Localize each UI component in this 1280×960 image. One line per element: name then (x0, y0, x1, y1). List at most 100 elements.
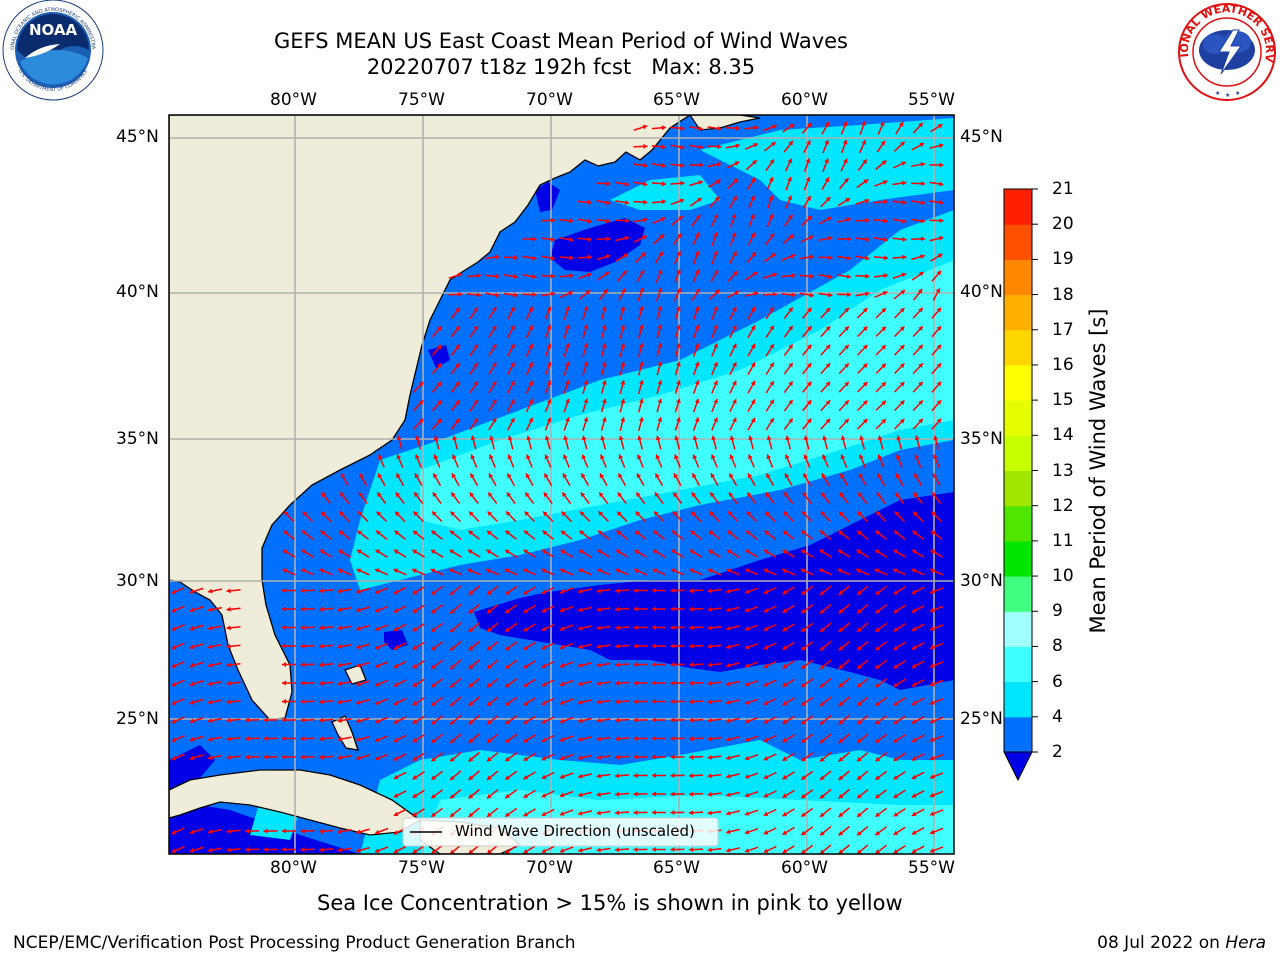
wind-wave-arrowhead (505, 682, 510, 688)
wind-wave-arrowhead (394, 530, 400, 536)
wind-wave-arrowhead (917, 289, 923, 294)
wind-wave-arrowhead (414, 492, 419, 498)
wind-wave-arrowhead (601, 417, 607, 422)
wind-wave-arrowhead (750, 306, 756, 312)
wind-wave-arrowhead (857, 720, 862, 725)
wind-wave-arrowhead (523, 682, 529, 687)
wind-wave-arrowhead (939, 162, 944, 168)
wind-wave-arrowhead (783, 511, 789, 517)
wind-wave-arrowhead (523, 626, 529, 632)
wind-wave-arrowhead (579, 549, 584, 555)
wind-wave-arrowhead (393, 663, 399, 669)
wind-wave-arrowhead (226, 717, 231, 723)
wind-wave-arrowhead (787, 158, 792, 164)
wind-wave-arrowhead (894, 511, 900, 517)
wind-wave-arrowhead (858, 473, 864, 479)
wind-wave-arrowhead (468, 701, 474, 706)
wind-wave-arrowhead (226, 828, 231, 834)
wind-wave-arrowhead (865, 255, 870, 261)
wind-wave-arrowhead (245, 717, 250, 723)
wind-wave-arrowhead (828, 292, 833, 298)
wind-wave-arrowhead (782, 811, 788, 817)
wind-wave-arrowhead (523, 774, 529, 780)
wind-wave-arrowhead (393, 645, 399, 650)
wind-wave-arrowhead (689, 791, 694, 797)
wind-wave-arrowhead (809, 273, 814, 279)
wind-wave-arrowhead (189, 681, 195, 687)
wind-wave-arrowhead (744, 811, 750, 816)
wind-wave-arrowhead (578, 681, 583, 687)
colorbar-tick-label: 13 (1052, 460, 1074, 481)
map-title: GEFS MEAN US East Coast Mean Period of W… (274, 29, 848, 53)
wind-wave-arrowhead (698, 180, 703, 185)
wind-wave-arrowhead (694, 269, 700, 275)
colorbar-segment (1004, 189, 1032, 225)
wind-wave-arrowhead (358, 492, 364, 498)
wind-wave-arrowhead (532, 274, 537, 279)
wind-wave-arrowhead (670, 717, 675, 723)
wind-wave-arrowhead (673, 492, 678, 498)
wind-wave-arrowhead (560, 568, 565, 574)
wind-wave-arrowhead (911, 774, 917, 780)
wind-wave-arrowhead (300, 680, 305, 686)
wind-wave-arrowhead (862, 363, 868, 369)
wind-wave-arrowhead (803, 435, 809, 441)
wind-wave-arrowhead (319, 699, 324, 705)
wind-wave-arrowhead (189, 663, 195, 668)
wind-wave-arrowhead (728, 492, 734, 498)
wind-wave-arrowhead (875, 682, 881, 688)
wind-wave-arrowhead (789, 234, 794, 239)
wind-wave-arrowhead (920, 200, 925, 205)
wind-wave-arrowhead (418, 381, 424, 387)
wind-wave-arrowhead (820, 830, 825, 836)
wind-wave-arrowhead (931, 511, 937, 517)
wind-wave-arrowhead (864, 198, 870, 204)
wind-wave-arrowhead (563, 435, 569, 441)
wind-wave-arrowhead (825, 400, 831, 405)
wind-wave-arrowhead (893, 664, 899, 669)
wind-wave-arrowhead (713, 380, 718, 386)
wind-wave-arrowhead (615, 791, 620, 797)
wind-wave-arrowhead (375, 755, 380, 761)
wind-wave-arrowhead (356, 718, 361, 724)
wind-wave-arrowhead (902, 254, 907, 260)
wind-wave-arrowhead (320, 530, 326, 536)
wind-wave-arrowhead (412, 756, 418, 761)
wind-wave-arrowhead (931, 530, 936, 536)
wind-wave-arrowhead (337, 644, 342, 649)
wind-wave-arrowhead (340, 473, 346, 479)
wind-wave-arrowhead (377, 492, 382, 498)
wind-wave-arrowhead (801, 530, 807, 536)
wind-wave-arrowhead (672, 511, 678, 517)
wind-wave-arrowhead (899, 326, 905, 332)
wind-wave-arrowhead (930, 700, 935, 705)
lat-label-right-25n: 25°N (960, 709, 1003, 729)
wind-wave-arrowhead (657, 343, 663, 348)
wind-wave-arrowhead (801, 645, 806, 651)
wind-wave-arrowhead (487, 756, 492, 762)
wind-wave-arrowhead (615, 699, 620, 705)
wind-wave-arrowhead (357, 530, 363, 536)
wind-wave-arrowhead (844, 307, 849, 313)
wind-wave-arrowhead (319, 588, 324, 594)
wind-wave-arrowhead (670, 625, 675, 630)
wind-wave-arrowhead (578, 588, 583, 594)
wind-wave-arrowhead (603, 289, 608, 294)
wind-wave-arrowhead (580, 511, 585, 517)
svg-text:★: ★ (1225, 92, 1230, 99)
wind-wave-arrowhead (356, 829, 361, 835)
wind-wave-arrowhead (633, 736, 638, 742)
wind-wave-arrowhead (807, 400, 812, 405)
wind-wave-arrowhead (843, 158, 848, 164)
wind-wave-arrowhead (744, 589, 750, 594)
wind-wave-arrowhead (513, 274, 518, 279)
wind-wave-arrowhead (882, 180, 888, 185)
wind-wave-arrowhead (606, 236, 611, 242)
wind-wave-arrowhead (918, 307, 923, 313)
wind-wave-arrowhead (337, 662, 342, 668)
wind-wave-arrowhead (690, 549, 695, 555)
wind-wave-arrowhead (487, 719, 492, 725)
wind-wave-arrowhead (541, 568, 547, 574)
wind-wave-arrowhead (801, 664, 806, 669)
wind-wave-arrowhead (875, 530, 881, 536)
